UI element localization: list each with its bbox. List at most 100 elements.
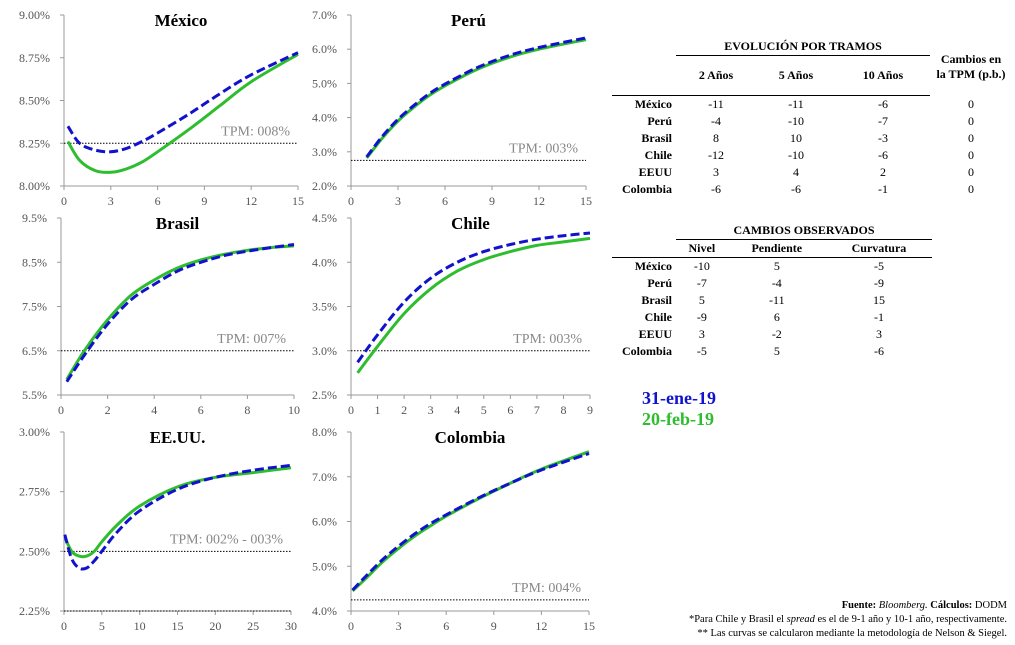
note-nelson-siegel: ** Las curvas se calcularon mediante la … (697, 628, 1007, 639)
chart-title: EE.UU. (150, 428, 206, 447)
table2-col-1: Pendiente (727, 239, 826, 258)
x-tick-label: 6 (155, 194, 161, 208)
chart-title: Colombia (435, 428, 506, 447)
table2-cell: 6 (773, 310, 780, 324)
table2-row: México -10 5 -5 (612, 258, 932, 276)
y-tick-label: 6.0% (312, 42, 337, 56)
table2-cell: 15 (872, 293, 885, 307)
y-tick-label: 5.0% (312, 559, 337, 573)
table1-cell: 10 (789, 131, 802, 145)
x-tick-label: 0 (58, 403, 64, 417)
x-tick-label: 20 (209, 619, 221, 633)
cambios-table: CAMBIOS OBSERVADOS Nivel Pendiente Curva… (612, 222, 932, 360)
table2-cell: 5 (698, 293, 705, 307)
y-tick-label: 7.5% (22, 300, 47, 314)
x-tick-label: 25 (247, 619, 259, 633)
table1-title: EVOLUCIÓN POR TRAMOS (676, 38, 930, 56)
legend-date-2: 20-feb-19 (642, 409, 714, 429)
table1-cell: -11 (788, 97, 804, 111)
series-31-ene-19 (66, 51, 299, 154)
y-tick-label: 8.5% (22, 255, 47, 269)
x-tick-label: 6 (507, 403, 513, 417)
table1-row-label: Chile (644, 148, 672, 162)
x-tick-label: 15 (583, 619, 595, 633)
table2-cell: -4 (771, 276, 782, 290)
y-tick-label: 6.0% (312, 515, 337, 529)
table1-cell: -12 (707, 148, 724, 162)
table2-row: Colombia -5 5 -6 (612, 343, 932, 360)
chart-title: Brasil (156, 214, 200, 233)
x-tick-label: 3 (396, 619, 402, 633)
y-tick-label: 2.50% (19, 544, 50, 558)
table2-cell: 5 (773, 259, 780, 273)
source-line: Fuente: Bloomberg. Cálculos: DODM (841, 600, 1007, 611)
x-tick-label: 12 (533, 194, 545, 208)
chart-title: Perú (451, 11, 486, 30)
table2-cell: -11 (769, 293, 785, 307)
y-tick-label: 8.00% (19, 179, 50, 193)
table2-cell: -9 (696, 310, 707, 324)
y-tick-label: 7.0% (312, 470, 337, 484)
table1-cell: -6 (877, 148, 888, 162)
table2-row-label: EEUU (638, 327, 672, 341)
table2-row: Perú -7 -4 -9 (612, 275, 932, 292)
table2-row: Brasil 5 -11 15 (612, 292, 932, 309)
x-tick-label: 0 (61, 619, 67, 633)
y-tick-label: 3.00% (19, 425, 50, 439)
y-tick-label: 4.5% (312, 211, 337, 225)
x-tick-label: 0 (61, 194, 67, 208)
table2-row: Chile -9 6 -1 (612, 309, 932, 326)
charts-area: 8.00%8.25%8.50%8.75%9.00%0 3 6 9 12 15MéxicoT… (19, 8, 595, 633)
table1-cell: -7 (877, 114, 888, 128)
tpm-label: TPM: 003% (509, 141, 578, 156)
table1-cell: -1 (877, 182, 888, 196)
series-20-feb-19 (351, 450, 590, 592)
table1-row: México -11 -11 -6 0 (612, 96, 1012, 114)
x-tick-label: 5 (481, 403, 487, 417)
y-tick-label: 3.0% (312, 344, 337, 358)
table2-cell: 5 (773, 344, 780, 358)
x-tick-label: 0 (348, 403, 354, 417)
table2-cell: 3 (875, 327, 882, 341)
table1-row-label: Brasil (641, 131, 672, 145)
evolucion-table: EVOLUCIÓN POR TRAMOS Cambios en la TPM (… (612, 38, 1012, 198)
series-20-feb-19 (65, 244, 295, 381)
y-tick-label: 3.0% (312, 145, 337, 159)
table2-row-label: Brasil (641, 293, 672, 307)
table1-row-label: México (634, 97, 672, 111)
table2-col-0: Nivel (676, 239, 728, 258)
table2-col-2: Curvatura (825, 239, 932, 258)
table1-cell: -6 (877, 97, 888, 111)
x-tick-label: 5 (99, 619, 105, 633)
table1-cell: 0 (968, 165, 974, 179)
table2-cell: -5 (696, 344, 707, 358)
tpm-label: TPM: 007% (217, 332, 286, 347)
y-tick-label: 9.00% (19, 8, 50, 22)
tpm-label: TPM: 003% (513, 332, 582, 347)
x-tick-label: 3 (108, 194, 114, 208)
table1-cell: 2 (879, 165, 886, 179)
table1-row: EEUU 3 4 2 0 (612, 164, 1012, 181)
x-tick-label: 1 (375, 403, 381, 417)
x-tick-label: 4 (454, 403, 460, 417)
x-tick-label: 30 (285, 619, 297, 633)
x-tick-label: 15 (580, 194, 592, 208)
table1-cell: 0 (968, 182, 974, 196)
table1-cell: 0 (968, 148, 974, 162)
x-tick-label: 7 (534, 403, 540, 417)
y-tick-label: 2.25% (19, 604, 50, 618)
x-tick-label: 2 (401, 403, 407, 417)
table1-cell: 8 (712, 131, 719, 145)
x-tick-label: 2 (105, 403, 111, 417)
x-tick-label: 15 (292, 194, 304, 208)
x-tick-label: 3 (395, 194, 401, 208)
table2-cell: -1 (873, 310, 884, 324)
series-31-ene-19 (356, 231, 591, 364)
tpm-label: TPM: 008% (221, 124, 290, 139)
x-tick-label: 0 (348, 619, 354, 633)
y-tick-label: 2.75% (19, 485, 50, 499)
footnotes: Fuente: Bloomberg. Cálculos: DODM *Para … (689, 599, 1007, 641)
table2-row-label: Chile (644, 310, 672, 324)
x-tick-label: 15 (172, 619, 184, 633)
x-tick-label: 10 (134, 619, 146, 633)
